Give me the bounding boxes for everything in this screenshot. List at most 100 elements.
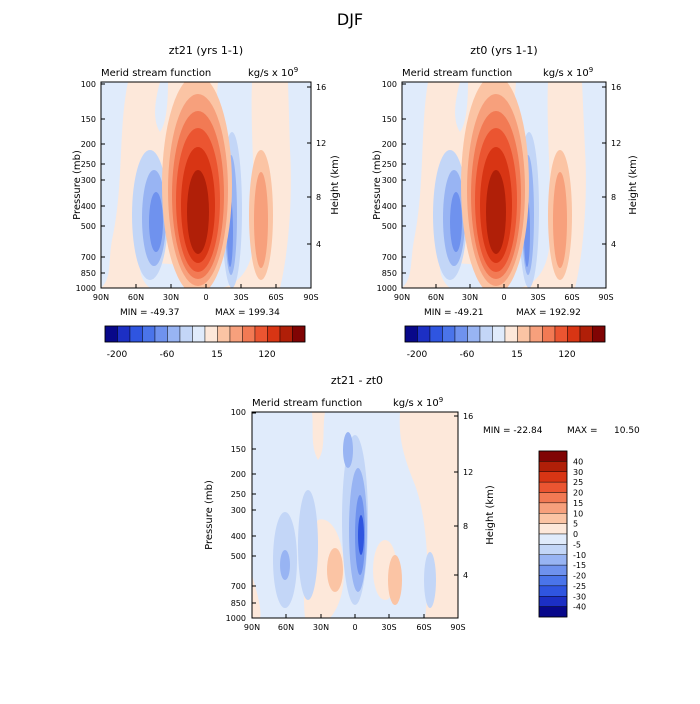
panel-c-xticks: 90N 60N 30N 0 30S 60S 90S [244,614,466,632]
panel-a-ytick: 700 [81,253,96,262]
panel-a-contours [101,82,311,288]
panel-c-colorbar-swatch [538,523,568,535]
panel-a-neg-region-top [155,82,168,132]
panel-a-hadley-6 [187,170,209,254]
panel-c-colorbar-swatch [538,544,568,555]
panel-a-yticks-right: 16 12 8 4 [307,83,326,249]
panel-c-max-value: 10.50 [614,426,640,436]
panel-c-ytick: 300 [231,506,246,515]
panel-b: zt0 (yrs 1-1) Merid stream function kg/s… [372,44,639,360]
panel-c-colorbar-swatch [538,481,568,493]
panel-c-colorbar-label: 20 [573,489,583,498]
panel-a-xtick: 90S [303,293,318,302]
page-title: DJF [337,10,363,29]
panel-a-min: MIN = -49.37 [120,308,179,318]
panel-c-neg-cell-2 [280,550,290,580]
panel-b-ytick: 700 [382,253,397,262]
panel-a-colorbar-swatch [242,325,256,343]
panel-c-ytick: 100 [231,408,246,417]
panel-a: zt21 (yrs 1-1) Merid stream function kg/… [72,44,341,360]
panel-c-ytick-right: 8 [463,522,468,531]
panel-c-colorbar-label: -25 [573,582,586,591]
panel-a-yticks: 100 150 200 250 300 400 500 700 850 1000 [76,80,105,293]
panel-a-colorbar-swatch [179,325,193,343]
panel-a-colorbar-swatch [217,325,231,343]
panel-a-xticks: 90N 60N 30N 0 30S 60S 90S [93,284,319,302]
panel-b-colorbar-swatches [404,325,606,343]
panel-a-ytick: 850 [81,269,96,278]
panel-a-colorbar-label: 120 [258,350,275,360]
panel-b-colorbar-swatch [417,325,431,343]
panel-a-ytick-right: 4 [316,240,321,249]
panel-b-colorbar-label: 15 [511,350,522,360]
panel-b-colorbar-label: -60 [460,350,475,360]
panel-c-subtitle: Merid stream function [252,398,362,409]
panel-c-colorbar-swatch [538,585,568,597]
panel-c-ytick: 700 [231,582,246,591]
panel-b-xtick: 30N [462,293,478,302]
panel-c-xtick: 60S [416,623,431,632]
panel-c: zt21 - zt0 Merid stream function kg/s x … [204,374,640,632]
panel-b-ytick-right: 8 [611,193,616,202]
panel-b-ytick: 500 [382,222,397,231]
panel-b-xticks: 90N 60N 30N 0 30S 60S 90S [394,284,614,302]
panel-c-ytick: 400 [231,532,246,541]
panel-b-colorbar-swatch [554,325,568,343]
panel-b-colorbar-swatch [467,325,481,343]
panel-a-colorbar-swatch [254,325,268,343]
panel-a-ytick: 300 [81,176,96,185]
panel-c-colorbar-label: 10 [573,509,583,518]
panel-b-colorbar-swatch [592,325,606,343]
panel-b-xtick: 90N [394,293,410,302]
panel-a-colorbar-swatch [117,325,131,343]
panel-b-ytick: 1000 [377,284,397,293]
panel-a-colorbar-label: -200 [107,350,128,360]
panel-b-xtick: 30S [530,293,545,302]
panel-b-ytick-right: 4 [611,240,616,249]
panel-c-colorbar-label: -5 [573,540,581,549]
panel-c-yticks-right: 16 12 8 4 [454,412,473,580]
panel-a-ylabel: Pressure (mb) [72,150,83,220]
panel-a-colorbar-swatch [279,325,293,343]
panel-c-xtick: 60N [278,623,294,632]
panel-c-xtick: 90N [244,623,260,632]
panel-b-colorbar-swatch [442,325,456,343]
panel-a-colorbar-label: 15 [211,350,222,360]
panel-a-xtick: 0 [203,293,208,302]
panel-c-colorbar-swatch [538,575,568,587]
panel-b-xtick: 60N [428,293,444,302]
panel-b-xtick: 60S [564,293,579,302]
panel-a-colorbar-swatch [204,325,218,343]
panel-c-ylabel: Pressure (mb) [204,480,215,550]
panel-c-pos-cell-1 [327,548,343,592]
panel-b-subtitle: Merid stream function [402,68,512,79]
panel-c-contours [252,412,458,618]
panel-c-colorbar-frame [538,450,568,618]
panel-a-xtick: 60S [268,293,283,302]
panel-c-min: MIN = -22.84 [483,426,543,436]
panel-b-colorbar-swatch [479,325,493,343]
panel-b-ytick: 150 [382,115,397,124]
panel-b-max: MAX = 192.92 [516,308,581,318]
panel-c-units: kg/s x 109 [393,396,443,409]
panel-c-colorbar-label: -40 [573,603,586,612]
panel-a-subtitle: Merid stream function [101,68,211,79]
panel-c-colorbar-swatch [538,502,568,514]
panel-c-colorbar-swatch [538,596,568,607]
panel-a-colorbar-swatch [142,325,156,343]
panel-b-ytick: 250 [382,160,397,169]
panel-a-colorbar-swatch [104,325,118,343]
panel-c-yticks: 100 150 200 250 300 400 500 700 850 1000 [226,408,256,623]
panel-b-yticks: 100 150 200 250 300 400 500 700 850 1000 [377,80,406,293]
panel-c-ytick-right: 4 [463,571,468,580]
panel-c-colorbar-label: 0 [573,530,578,539]
panel-b-colorbar-swatch [517,325,531,343]
panel-c-xtick: 30N [313,623,329,632]
panel-b-ylabel: Pressure (mb) [372,150,383,220]
panel-b-colorbar-swatch [542,325,556,343]
panel-c-colorbar-swatch [538,450,568,462]
panel-a-colorbar-swatches [104,325,306,343]
